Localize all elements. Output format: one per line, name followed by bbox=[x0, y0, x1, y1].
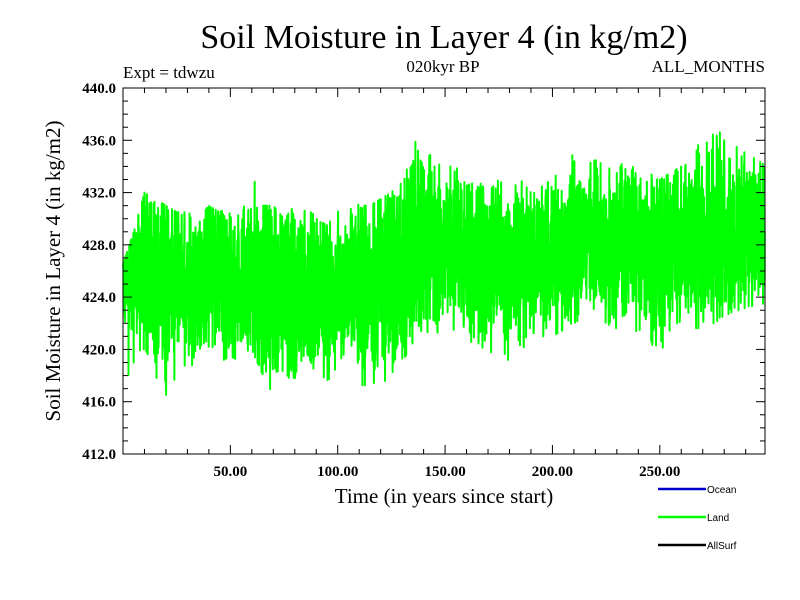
y-tick-label: 412.0 bbox=[82, 447, 116, 463]
legend-label-land: Land bbox=[707, 513, 729, 524]
x-tick-label: 250.00 bbox=[639, 464, 680, 480]
x-tick-label: 50.00 bbox=[213, 464, 247, 480]
months-label: ALL_MONTHS bbox=[652, 57, 765, 76]
legend: Ocean Land AllSurf bbox=[658, 485, 737, 552]
x-tick-label: 100.00 bbox=[317, 464, 358, 480]
y-tick-label: 436.0 bbox=[82, 133, 116, 149]
tick-layer: 412.0 416.0 420.0 424.0 428.0 432.0 436.0 440.0… bbox=[82, 81, 765, 480]
x-axis-label: Time (in years since start) bbox=[335, 484, 554, 508]
series-line-land bbox=[122, 131, 766, 396]
chart-subtitle: 020kyr BP bbox=[406, 57, 479, 76]
x-tick-label: 200.00 bbox=[532, 464, 573, 480]
y-tick-label: 416.0 bbox=[82, 395, 116, 411]
experiment-label: Expt = tdwzu bbox=[123, 63, 215, 82]
y-axis-label: Soil Moisture in Layer 4 (in kg/m2) bbox=[41, 121, 65, 422]
chart-title: Soil Moisture in Layer 4 (in kg/m2) bbox=[200, 19, 687, 56]
legend-label-ocean: Ocean bbox=[707, 485, 736, 496]
legend-label-allsurf: AllSurf bbox=[707, 541, 737, 552]
y-tick-label: 428.0 bbox=[82, 238, 116, 254]
y-tick-label: 420.0 bbox=[82, 342, 116, 358]
x-tick-label: 150.00 bbox=[424, 464, 465, 480]
y-tick-label: 440.0 bbox=[82, 81, 116, 97]
series-layer bbox=[122, 131, 766, 396]
y-tick-label: 424.0 bbox=[82, 290, 116, 306]
y-tick-label: 432.0 bbox=[82, 186, 116, 202]
